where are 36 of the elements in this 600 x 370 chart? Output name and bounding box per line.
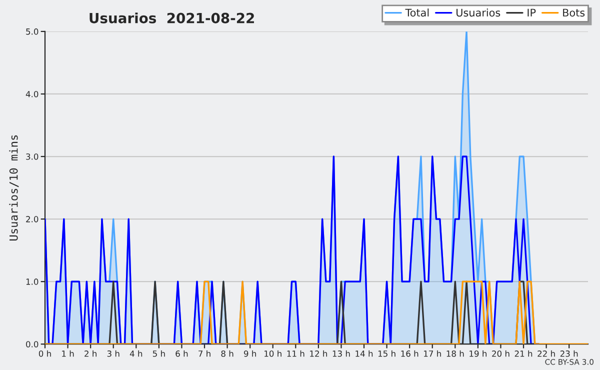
x-tick-label: 12 h — [310, 350, 327, 357]
x-tick-label: 21 h — [514, 350, 532, 357]
x-tick-label: 18 h — [446, 350, 464, 357]
y-axis-title: Usuarios/10 mins — [9, 135, 19, 240]
x-tick-label: 9 h — [244, 350, 256, 357]
x-tick-label: 20 h — [492, 350, 510, 357]
x-tick-label: 15 h — [378, 350, 396, 357]
x-tick-label: 23 h — [560, 350, 578, 357]
x-tick-label: 16 h — [401, 350, 418, 357]
x-tick-label: 11 h — [287, 350, 304, 357]
x-tick-label: 13 h — [332, 350, 350, 357]
chart-title: Usuarios 2021-08-22 — [90, 12, 254, 24]
x-tick-label: 17 h — [424, 350, 441, 357]
x-tick-label: 7 h — [198, 350, 210, 357]
x-tick-label: 22 h — [538, 350, 555, 357]
y-tick-label: 0.0 — [26, 341, 38, 348]
x-tick-label: 8 h — [221, 350, 234, 357]
x-tick-label: 3 h — [107, 350, 120, 357]
x-tick-label: 6 h — [176, 350, 188, 357]
legend-label: Total — [405, 8, 429, 17]
x-tick-label: 5 h — [152, 350, 165, 357]
x-tick-label: 4 h — [130, 350, 142, 357]
x-tick-label: 10 h — [264, 350, 282, 357]
legend-label: Usuarios — [456, 8, 500, 17]
x-tick-label: 14 h — [356, 350, 373, 357]
legend-label: Bots — [563, 8, 585, 17]
y-tick-label: 3.0 — [26, 153, 38, 160]
x-tick-label: 2 h — [84, 350, 96, 357]
y-tick-label: 2.0 — [26, 216, 38, 222]
x-tick-label: 19 h — [470, 350, 486, 357]
y-tick-label: 1.0 — [26, 278, 38, 285]
legend-label: IP — [528, 8, 536, 16]
y-tick-label: 5.0 — [26, 28, 38, 35]
y-tick-label: 4.0 — [26, 90, 38, 98]
x-tick-label: 0 h — [38, 350, 51, 357]
x-tick-label: 1 h — [62, 350, 74, 357]
